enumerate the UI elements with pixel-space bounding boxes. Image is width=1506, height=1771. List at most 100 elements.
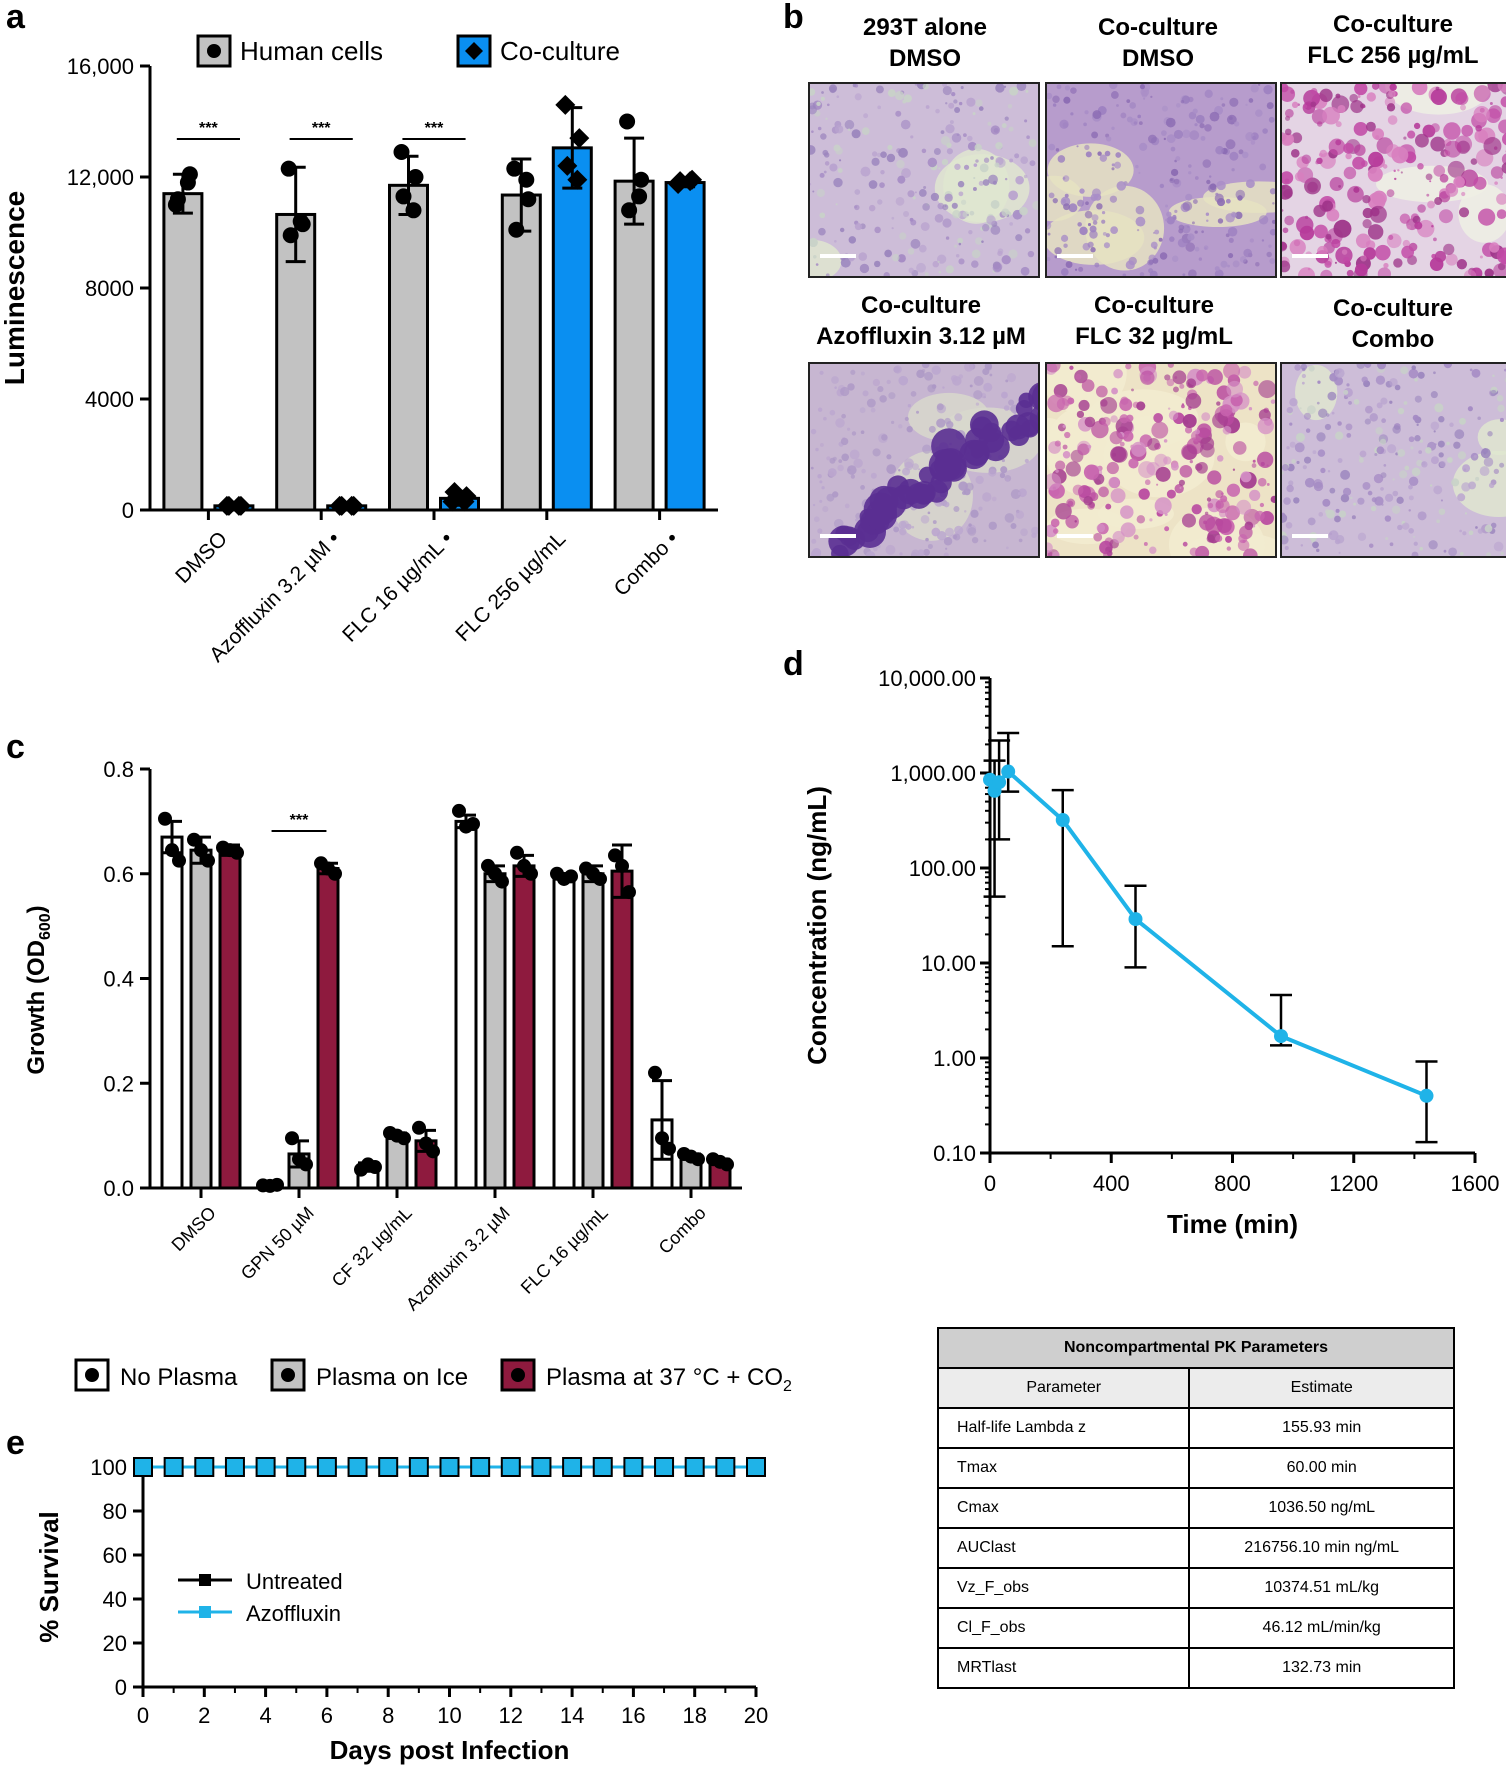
micrograph-cell	[1075, 373, 1082, 380]
micrograph-cell	[973, 376, 984, 386]
micrograph-cell	[1438, 416, 1445, 423]
micrograph-cell	[972, 187, 977, 191]
micrograph-cell	[1362, 195, 1371, 204]
micrograph-cell	[1195, 114, 1205, 124]
micrograph-cell	[831, 376, 839, 384]
micrograph-cell	[933, 147, 941, 155]
data-point	[194, 843, 208, 858]
micrograph-cell	[1445, 253, 1458, 266]
micrograph-cell	[1417, 511, 1427, 521]
micrograph-cell	[862, 390, 869, 397]
micrograph-cell	[1135, 216, 1146, 227]
micrograph-cell	[960, 86, 964, 90]
micrograph-cell	[1234, 121, 1240, 127]
micrograph-cell	[1335, 121, 1342, 128]
micrograph-cell	[1076, 410, 1085, 419]
micrograph-cell	[854, 93, 862, 101]
micrograph-cell	[1408, 368, 1419, 379]
data-point	[654, 1457, 675, 1477]
micrograph-cell	[1192, 199, 1198, 204]
data-point	[133, 1457, 153, 1477]
micrograph-cell	[825, 273, 830, 276]
micrograph-cell	[865, 551, 876, 556]
micrograph-cell	[1343, 389, 1349, 395]
micrograph-cell	[1457, 451, 1467, 460]
micrograph-cell	[1015, 510, 1025, 519]
micrograph-cell	[1111, 126, 1115, 130]
micrograph-cell	[1198, 257, 1203, 261]
pk-param-value: 216756.10 min ng/mL	[1188, 1527, 1455, 1569]
micrograph-cell	[1364, 405, 1373, 414]
micrograph-cell	[1367, 224, 1384, 240]
micrograph-cell	[1120, 112, 1127, 119]
significance-label: ***	[199, 120, 218, 137]
legend-marker-circle	[207, 44, 221, 58]
micrograph-cell	[1220, 97, 1224, 101]
micrograph-cell	[1407, 130, 1416, 139]
micrograph-cell	[1380, 397, 1388, 405]
micrograph-cell	[1245, 103, 1248, 106]
micrograph-cell	[1166, 211, 1172, 217]
micrograph-cell	[1433, 371, 1436, 375]
data-point	[224, 1457, 245, 1477]
data-point	[328, 866, 342, 881]
micrograph-cell	[1257, 477, 1267, 487]
table-row: Vz_F_obs 10374.51 mL/kg	[936, 1567, 1455, 1609]
micrograph-cell	[810, 145, 816, 155]
micrograph-cell	[1282, 133, 1294, 146]
micrograph-cell	[829, 86, 837, 94]
micrograph-cell	[1377, 364, 1387, 370]
micrograph-cell	[837, 464, 844, 472]
micrograph-cell	[1191, 504, 1202, 515]
micrograph-cell	[1258, 380, 1275, 399]
micrograph-cell	[1010, 489, 1021, 500]
micrograph-cell	[1185, 193, 1193, 201]
micrograph-cell	[986, 215, 996, 225]
data-point	[720, 1157, 734, 1172]
micrograph-cell	[1462, 464, 1471, 473]
micrograph-cell	[1074, 268, 1078, 271]
data-point	[715, 1457, 736, 1477]
micrograph-cell	[1209, 111, 1220, 122]
data-point	[992, 775, 1007, 790]
micrograph-cell	[1413, 535, 1416, 538]
micrograph-cell	[1473, 105, 1490, 123]
bar	[316, 867, 340, 1190]
micrograph-cell	[1370, 207, 1380, 217]
micrograph-cell	[1259, 502, 1265, 508]
micrograph-cell	[1408, 484, 1413, 490]
micrograph-cell	[1380, 438, 1387, 445]
micrograph-cell	[1001, 208, 1010, 217]
micrograph-cell	[871, 151, 878, 157]
micrograph-cell	[1345, 152, 1352, 160]
y-tick-label: 1,000.00	[890, 761, 976, 786]
bar	[613, 179, 655, 512]
micrograph-cell	[1004, 116, 1009, 121]
micrograph-cell	[817, 528, 823, 534]
micrograph-cell	[941, 158, 949, 166]
micrograph-cell	[1356, 364, 1366, 369]
micrograph-cell	[942, 218, 952, 228]
bar	[483, 872, 507, 1190]
micrograph-cell	[851, 129, 861, 139]
micrograph-cell	[883, 272, 890, 276]
micrograph-cell	[1164, 374, 1171, 381]
micrograph-cell	[937, 260, 940, 263]
micrograph-cell	[932, 260, 940, 268]
micrograph-cell	[936, 418, 946, 428]
micrograph-cell	[854, 223, 862, 231]
data-point	[393, 144, 410, 161]
micrograph-cell	[1393, 169, 1396, 173]
micrograph-cell	[942, 85, 952, 96]
micrograph-cell	[962, 490, 967, 495]
micrograph-cell	[1248, 98, 1254, 103]
scale-bar	[1292, 254, 1328, 258]
micrograph-cell	[1120, 522, 1136, 538]
micrograph-cell	[1364, 364, 1372, 368]
micrograph-cell	[1386, 144, 1400, 158]
micrograph-cell	[907, 248, 915, 255]
micrograph-cell	[1360, 255, 1367, 262]
micrograph-cell	[1178, 479, 1185, 486]
series-line	[988, 768, 1428, 1098]
micrograph-cell	[1191, 221, 1195, 225]
